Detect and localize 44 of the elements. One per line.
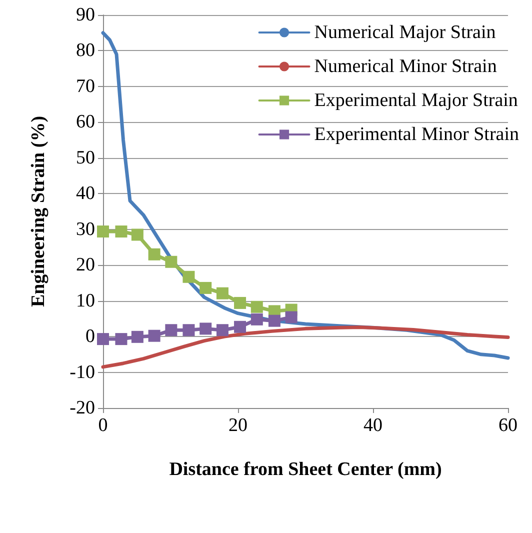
point	[115, 226, 128, 238]
point	[148, 248, 160, 260]
y-tick-label: 40	[76, 183, 95, 204]
point	[268, 314, 280, 327]
y-tick-label: -10	[70, 362, 95, 383]
point	[165, 324, 178, 336]
legend-label: Experimental Minor Strain	[314, 124, 520, 145]
point	[234, 320, 246, 333]
point	[97, 333, 109, 346]
y-tick-label: 80	[76, 40, 95, 62]
point	[200, 322, 212, 335]
y-tick-label: 50	[76, 147, 95, 168]
y-axis-title: Engineering Strain (%)	[28, 116, 49, 308]
y-tick-label: -20	[70, 398, 95, 418]
point	[182, 270, 195, 283]
point	[250, 313, 263, 326]
y-tick-label: 90	[76, 4, 95, 26]
x-tick-label: 20	[228, 415, 248, 436]
point	[216, 324, 228, 336]
point	[216, 287, 228, 300]
y-tick-label: 70	[76, 76, 95, 97]
point	[131, 228, 144, 241]
point	[182, 324, 195, 336]
legend-label: Numerical Minor Strain	[314, 56, 498, 77]
x-tick-label: 0	[98, 415, 108, 436]
y-tick-label: 60	[76, 112, 95, 133]
point	[250, 300, 263, 313]
y-tick-label: 0	[86, 326, 95, 348]
y-tick-label: 10	[76, 290, 95, 312]
point	[200, 282, 212, 294]
legend-label: Experimental Major Strain	[314, 90, 518, 111]
point	[234, 296, 246, 309]
point	[148, 330, 160, 342]
point	[165, 256, 178, 268]
y-tick-label: 30	[76, 218, 95, 240]
point	[97, 226, 109, 238]
x-tick-label: 60	[498, 415, 518, 436]
x-axis-title: Distance from Sheet Center (mm)	[169, 459, 442, 480]
point	[115, 333, 128, 346]
legend-label: Numerical Major Strain	[314, 22, 496, 43]
x-tick-label: 40	[364, 415, 382, 436]
y-tick-label: 20	[76, 254, 95, 276]
point	[285, 311, 298, 324]
point	[131, 330, 144, 343]
